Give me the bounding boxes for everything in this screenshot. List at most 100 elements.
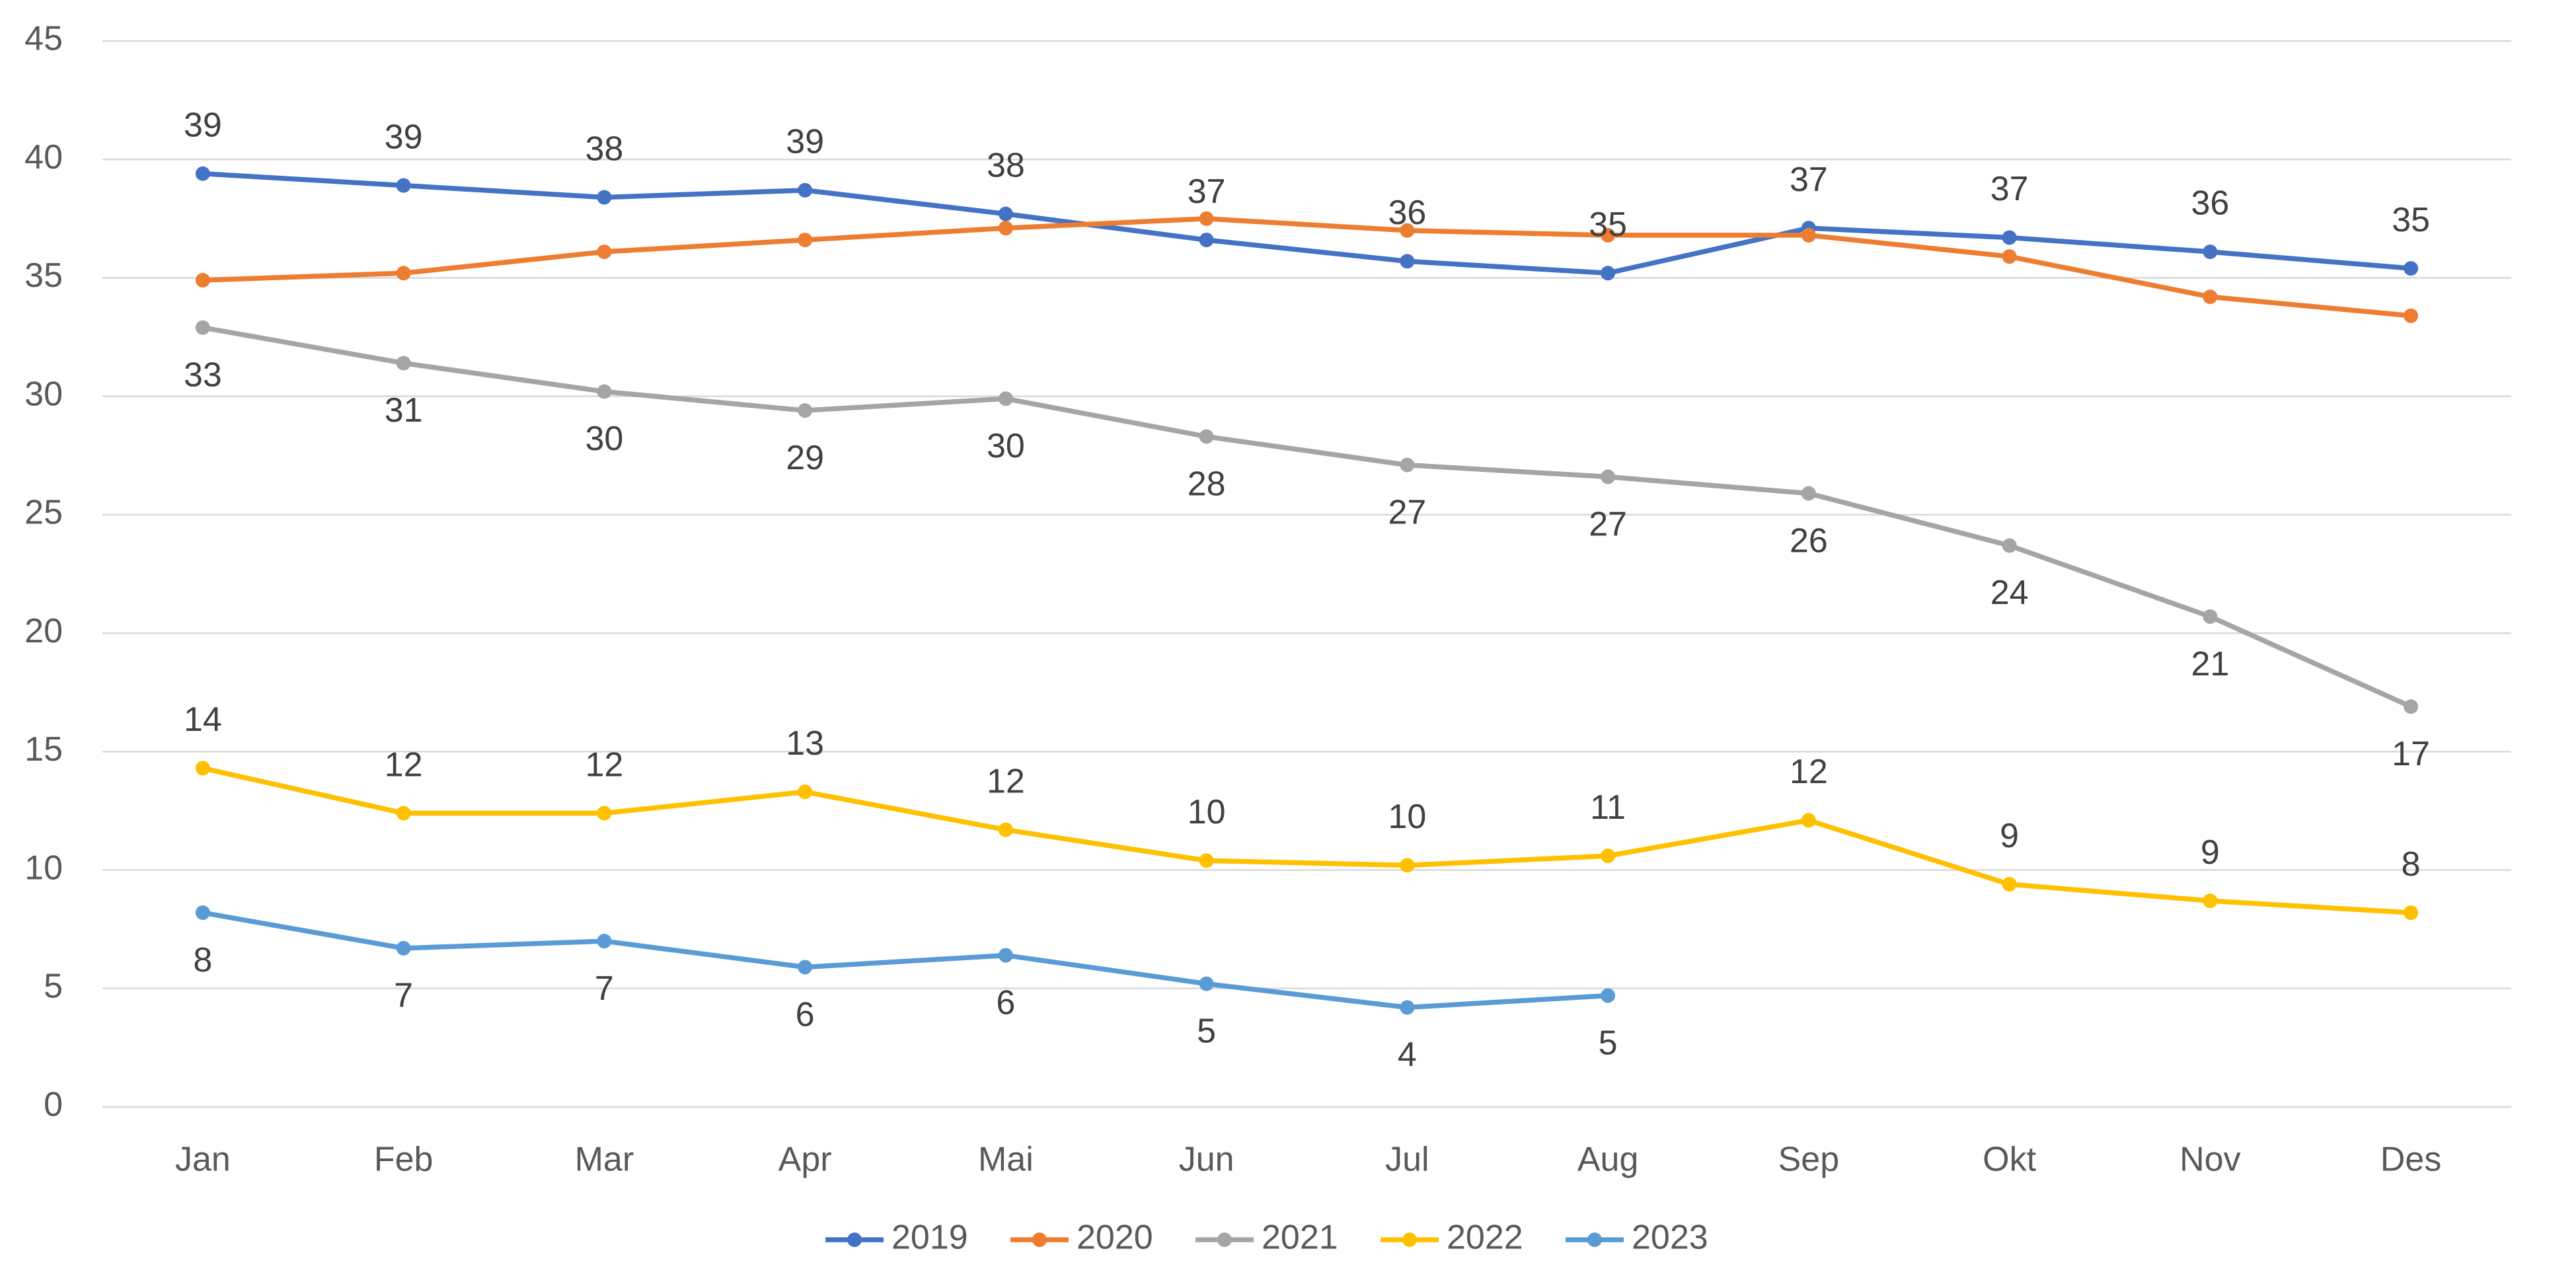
series-marker: [597, 806, 612, 821]
data-label: 31: [385, 391, 423, 430]
series-marker: [2002, 249, 2017, 264]
data-label: 10: [1188, 793, 1226, 831]
data-label: 29: [786, 439, 824, 477]
series-marker: [1400, 858, 1415, 873]
series-line: [200, 324, 2413, 709]
series-marker: [396, 178, 411, 193]
series-marker: [1601, 266, 1616, 281]
series-marker: [1801, 227, 1816, 243]
series-marker: [2203, 893, 2218, 909]
y-tick-label: 25: [24, 494, 63, 532]
data-label: 12: [385, 745, 423, 784]
series-marker: [396, 356, 411, 371]
x-tick-label: Des: [2380, 1141, 2441, 1179]
y-tick-label: 35: [24, 256, 63, 295]
series-marker: [998, 206, 1013, 221]
data-label: 10: [1388, 798, 1426, 836]
data-label: 39: [786, 123, 824, 161]
series-marker: [798, 182, 813, 198]
series-marker: [1801, 813, 1816, 828]
data-label: 30: [585, 420, 623, 458]
data-label: 17: [2392, 735, 2430, 773]
series-marker: [998, 391, 1013, 406]
data-label: 7: [595, 969, 614, 1008]
series-marker: [798, 960, 813, 975]
data-label: 4: [1398, 1036, 1417, 1074]
data-label: 38: [987, 146, 1025, 184]
y-tick-label: 0: [44, 1086, 63, 1124]
data-label: 6: [996, 983, 1015, 1022]
series-marker: [396, 266, 411, 281]
series-line: [200, 765, 2413, 915]
data-label: 35: [2392, 201, 2430, 239]
data-label: 21: [2191, 645, 2229, 683]
legend-label: 2023: [1632, 1219, 1708, 1257]
legend-marker: [1217, 1232, 1232, 1247]
series-marker: [195, 273, 210, 288]
data-label: 13: [786, 724, 824, 763]
legend-label: 2020: [1077, 1219, 1153, 1257]
series-marker: [2404, 905, 2419, 921]
data-label: 24: [1990, 574, 2029, 612]
series-marker: [1199, 211, 1214, 226]
data-label: 38: [585, 130, 623, 168]
series-marker: [1601, 849, 1616, 864]
series-marker: [2404, 261, 2419, 276]
data-label: 9: [2000, 817, 2019, 855]
series-marker: [2002, 230, 2017, 245]
series-marker: [597, 934, 612, 949]
data-label: 6: [796, 995, 815, 1034]
series-marker: [1199, 976, 1214, 991]
series-marker: [1400, 457, 1415, 473]
series-marker: [195, 320, 210, 335]
data-label: 36: [2191, 184, 2229, 223]
data-label: 30: [987, 427, 1025, 465]
x-tick-label: Mar: [575, 1141, 634, 1179]
series-marker: [2404, 699, 2419, 714]
data-label: 39: [385, 118, 423, 156]
series-marker: [1400, 254, 1415, 269]
series-marker: [1199, 233, 1214, 248]
series-line: [200, 216, 2413, 319]
legend-marker: [847, 1232, 862, 1247]
series-marker: [1601, 469, 1616, 484]
x-tick-label: Mai: [978, 1141, 1034, 1179]
legend-marker: [1402, 1232, 1417, 1247]
data-label: 14: [184, 701, 222, 739]
series-marker: [2203, 609, 2218, 625]
data-label: 12: [585, 745, 623, 784]
data-label: 11: [1590, 788, 1626, 827]
data-label: 28: [1188, 465, 1226, 503]
series-marker: [195, 905, 210, 921]
series-line: [200, 170, 2413, 276]
series-marker: [195, 166, 210, 181]
data-label: 5: [1197, 1012, 1216, 1050]
legend-label: 2019: [891, 1219, 968, 1257]
data-label: 7: [394, 977, 413, 1015]
series-marker: [2002, 538, 2017, 553]
x-tick-label: Aug: [1577, 1141, 1639, 1179]
x-tick-label: Apr: [778, 1141, 832, 1179]
series-marker: [396, 940, 411, 956]
series-marker: [1601, 988, 1616, 1003]
series-marker: [798, 233, 813, 248]
y-tick-label: 30: [24, 375, 63, 413]
x-tick-label: Jul: [1385, 1141, 1429, 1179]
series-marker: [798, 403, 813, 418]
data-label: 37: [1990, 170, 2029, 208]
y-tick-label: 5: [44, 967, 63, 1006]
legend-marker: [1032, 1232, 1047, 1247]
data-label: 26: [1790, 521, 1828, 560]
data-label: 27: [1589, 505, 1627, 543]
series-marker: [998, 221, 1013, 236]
series-marker: [1801, 486, 1816, 501]
series-marker: [597, 384, 612, 399]
legend-label: 2021: [1262, 1219, 1338, 1257]
data-label: 35: [1589, 206, 1627, 244]
series-marker: [195, 761, 210, 776]
x-tick-label: Jun: [1179, 1141, 1234, 1179]
data-label: 12: [1790, 753, 1828, 791]
series-marker: [396, 806, 411, 821]
y-tick-label: 45: [24, 20, 63, 58]
